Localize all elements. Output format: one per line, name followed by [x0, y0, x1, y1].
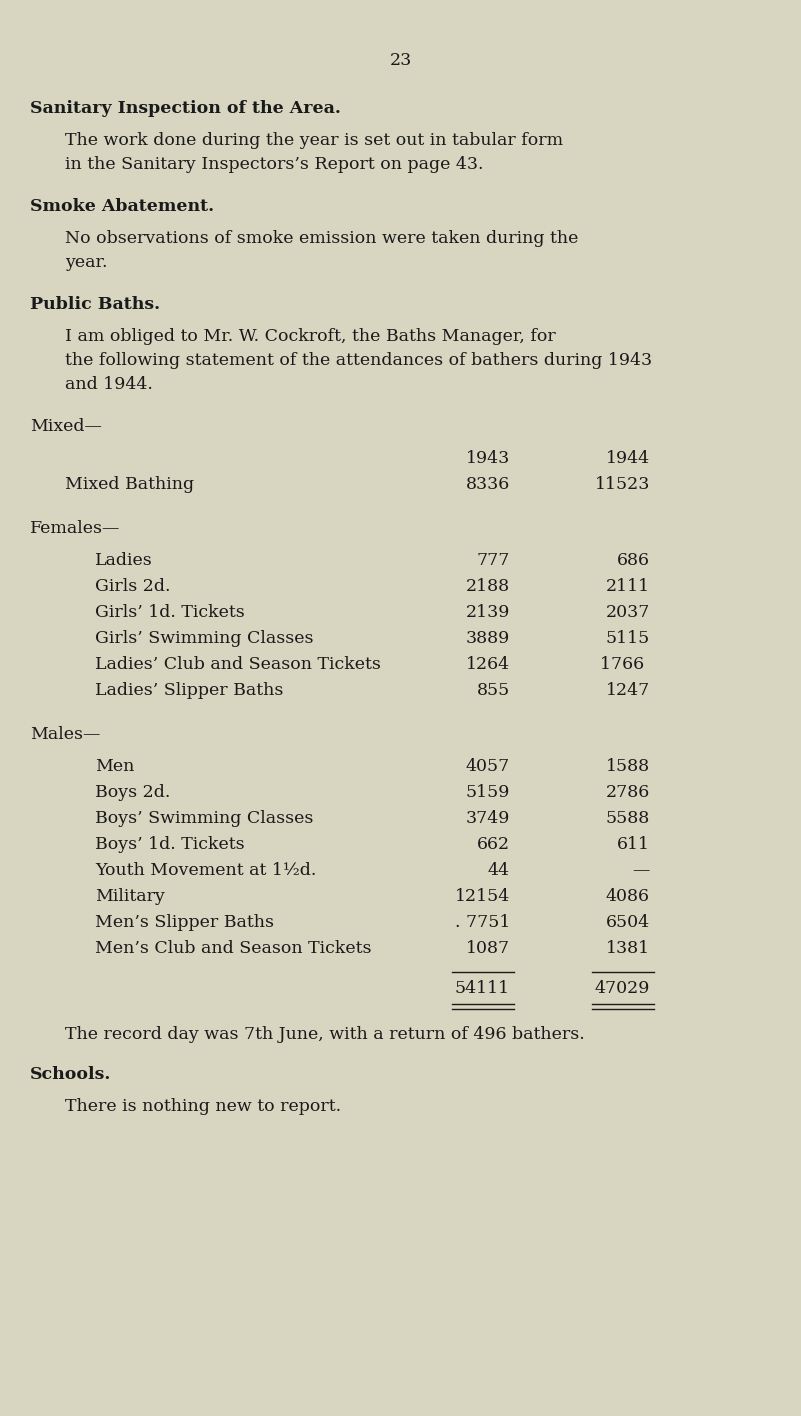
- Text: 5588: 5588: [606, 810, 650, 827]
- Text: Boys’ 1d. Tickets: Boys’ 1d. Tickets: [95, 835, 244, 852]
- Text: 1943: 1943: [465, 450, 510, 467]
- Text: 23: 23: [390, 52, 413, 69]
- Text: 54111: 54111: [455, 980, 510, 997]
- Text: 8336: 8336: [465, 476, 510, 493]
- Text: I am obliged to Mr. W. Cockroft, the Baths Manager, for: I am obliged to Mr. W. Cockroft, the Bat…: [65, 329, 556, 346]
- Text: Schools.: Schools.: [30, 1066, 111, 1083]
- Text: 686: 686: [617, 552, 650, 569]
- Text: Men’s Slipper Baths: Men’s Slipper Baths: [95, 913, 274, 930]
- Text: Ladies’ Slipper Baths: Ladies’ Slipper Baths: [95, 683, 284, 700]
- Text: in the Sanitary Inspectors’s Report on page 43.: in the Sanitary Inspectors’s Report on p…: [65, 156, 484, 173]
- Text: The record day was 7th June, with a return of 496 bathers.: The record day was 7th June, with a retu…: [65, 1027, 585, 1044]
- Text: 1766: 1766: [601, 656, 650, 673]
- Text: Military: Military: [95, 888, 165, 905]
- Text: 611: 611: [617, 835, 650, 852]
- Text: 11523: 11523: [594, 476, 650, 493]
- Text: Ladies’ Club and Season Tickets: Ladies’ Club and Season Tickets: [95, 656, 380, 673]
- Text: 1247: 1247: [606, 683, 650, 700]
- Text: 47029: 47029: [594, 980, 650, 997]
- Text: 2111: 2111: [606, 578, 650, 595]
- Text: Public Baths.: Public Baths.: [30, 296, 160, 313]
- Text: Men’s Club and Season Tickets: Men’s Club and Season Tickets: [95, 940, 372, 957]
- Text: 5159: 5159: [465, 784, 510, 801]
- Text: Mixed Bathing: Mixed Bathing: [65, 476, 194, 493]
- Text: 1381: 1381: [606, 940, 650, 957]
- Text: 2139: 2139: [465, 605, 510, 622]
- Text: 12154: 12154: [455, 888, 510, 905]
- Text: 3749: 3749: [465, 810, 510, 827]
- Text: year.: year.: [65, 253, 107, 270]
- Text: 662: 662: [477, 835, 510, 852]
- Text: 1588: 1588: [606, 758, 650, 775]
- Text: Girls 2d.: Girls 2d.: [95, 578, 171, 595]
- Text: Males—: Males—: [30, 726, 100, 743]
- Text: The work done during the year is set out in tabular form: The work done during the year is set out…: [65, 132, 563, 149]
- Text: the following statement of the attendances of bathers during 1943: the following statement of the attendanc…: [65, 353, 652, 370]
- Text: 4057: 4057: [465, 758, 510, 775]
- Text: 2786: 2786: [606, 784, 650, 801]
- Text: —: —: [633, 862, 650, 879]
- Text: Girls’ Swimming Classes: Girls’ Swimming Classes: [95, 630, 313, 647]
- Text: Smoke Abatement.: Smoke Abatement.: [30, 198, 214, 215]
- Text: 1087: 1087: [466, 940, 510, 957]
- Text: 3889: 3889: [465, 630, 510, 647]
- Text: 1264: 1264: [466, 656, 510, 673]
- Text: Girls’ 1d. Tickets: Girls’ 1d. Tickets: [95, 605, 245, 622]
- Text: Boys’ Swimming Classes: Boys’ Swimming Classes: [95, 810, 313, 827]
- Text: 44: 44: [488, 862, 510, 879]
- Text: 2037: 2037: [606, 605, 650, 622]
- Text: 4086: 4086: [606, 888, 650, 905]
- Text: Females—: Females—: [30, 520, 120, 537]
- Text: and 1944.: and 1944.: [65, 377, 153, 394]
- Text: . 7751: . 7751: [455, 913, 510, 930]
- Text: Youth Movement at 1½d.: Youth Movement at 1½d.: [95, 862, 316, 879]
- Text: There is nothing new to report.: There is nothing new to report.: [65, 1097, 341, 1114]
- Text: 6504: 6504: [606, 913, 650, 930]
- Text: Sanitary Inspection of the Area.: Sanitary Inspection of the Area.: [30, 101, 341, 118]
- Text: Men: Men: [95, 758, 135, 775]
- Text: 777: 777: [477, 552, 510, 569]
- Text: 5115: 5115: [606, 630, 650, 647]
- Text: Boys 2d.: Boys 2d.: [95, 784, 171, 801]
- Text: Ladies: Ladies: [95, 552, 153, 569]
- Text: 1944: 1944: [606, 450, 650, 467]
- Text: Mixed—: Mixed—: [30, 418, 102, 435]
- Text: No observations of smoke emission were taken during the: No observations of smoke emission were t…: [65, 229, 578, 246]
- Text: 855: 855: [477, 683, 510, 700]
- Text: 2188: 2188: [466, 578, 510, 595]
